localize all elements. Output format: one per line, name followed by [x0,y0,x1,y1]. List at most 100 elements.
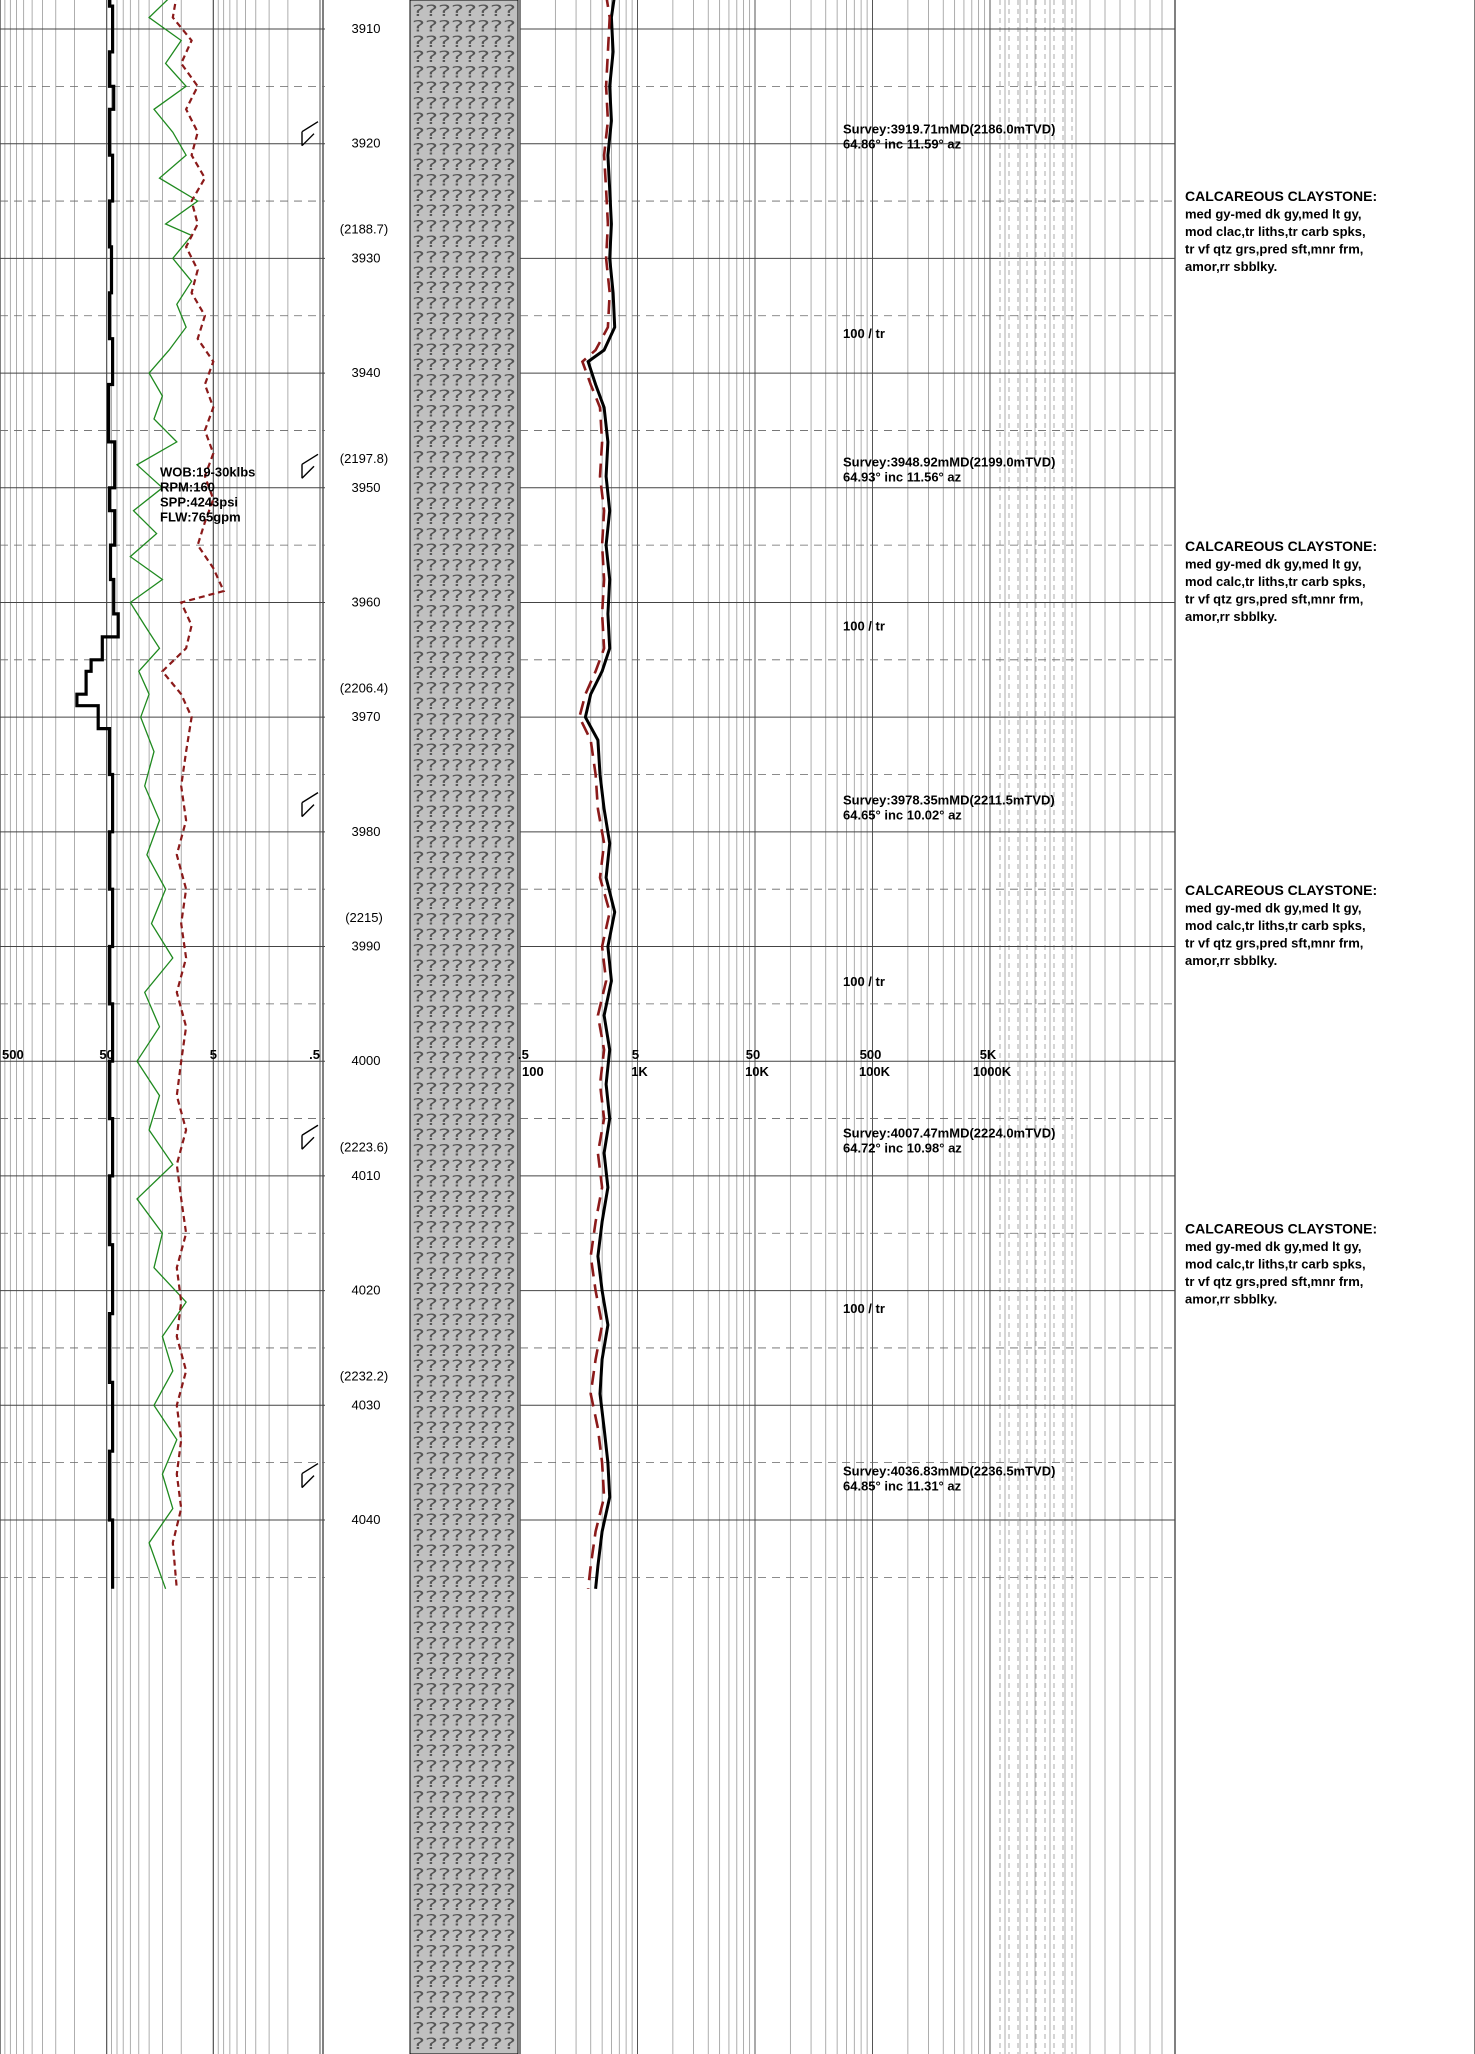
survey-marker-icon [301,121,319,147]
lithology-symbol: ???????? [412,1772,516,1791]
lithology-symbol: ???????? [412,1356,516,1375]
survey-label: Survey:4036.83mMD(2236.5mTVD) [843,1464,1055,1479]
description-line: tr vf qtz grs,pred sft,mnr frm, [1185,1274,1363,1289]
lithology-symbol: ???????? [412,663,516,682]
lithology-symbol: ???????? [412,1202,516,1221]
lithology-symbol: ???????? [412,1002,516,1021]
gas-curve-green [129,0,199,1590]
lithology-symbol: ???????? [412,894,516,913]
rop-curve [75,0,120,1589]
lithology-symbol: ???????? [412,1541,516,1560]
depth-label: 3920 [352,136,381,151]
lithology-symbol: ???????? [412,1633,516,1652]
description-line: tr vf qtz grs,pred sft,mnr frm, [1185,936,1363,951]
description-line: med gy-med dk gy,med lt gy, [1185,207,1362,222]
description-title: CALCAREOUS CLAYSTONE: [1185,538,1377,554]
lithology-symbol: ???????? [412,340,516,359]
scale-label-right-top: 50 [746,1047,760,1062]
survey-label: Survey:3978.35mMD(2211.5mTVD) [843,793,1055,808]
lithology-symbol: ???????? [412,232,516,251]
drilling-param: RPM:160 [160,479,215,494]
scale-label-right-top: 500 [860,1047,882,1062]
lithology-symbol: ???????? [412,1680,516,1699]
lithology-symbol: ???????? [412,1372,516,1391]
lithology-symbol: ???????? [412,1218,516,1237]
tvd-label: (2197.8) [340,451,388,466]
lithology-symbol: ???????? [412,324,516,343]
depth-label: 4030 [352,1397,381,1412]
description-line: amor,rr sbblky. [1185,1291,1277,1306]
gas-label: 100 / tr [843,618,885,633]
tvd-label: (2232.2) [340,1369,388,1384]
lithology-symbol: ???????? [412,263,516,282]
scale-label-right-bottom: 100K [859,1064,891,1079]
lithology-symbol: ???????? [412,294,516,313]
depth-label: 4020 [352,1283,381,1298]
lithology-symbol: ???????? [412,1526,516,1545]
lithology-symbol: ???????? [412,1941,516,1960]
depth-label: 3950 [352,480,381,495]
lithology-symbol: ???????? [412,956,516,975]
lithology-symbol: ???????? [412,1957,516,1976]
lithology-symbol: ???????? [412,1495,516,1514]
lithology-symbol: ???????? [412,1,516,20]
lithology-symbol: ???????? [412,1603,516,1622]
depth-label: 3990 [352,939,381,954]
lithology-symbol: ???????? [412,1649,516,1668]
description-line: tr vf qtz grs,pred sft,mnr frm, [1185,591,1363,606]
survey-marker-icon [301,453,319,479]
survey-label: Survey:3948.92mMD(2199.0mTVD) [843,454,1055,469]
lithology-symbol: ???????? [412,463,516,482]
curves-layer [75,0,617,1590]
survey-label: Survey:3919.71mMD(2186.0mTVD) [843,122,1055,137]
lithology-symbol: ???????? [412,1233,516,1252]
lithology-symbol: ???????? [412,355,516,374]
lithology-symbol: ???????? [412,401,516,420]
lithology-symbol: ???????? [412,1864,516,1883]
depth-label: 3980 [352,824,381,839]
lithology-symbol: ???????? [412,140,516,159]
lithology-symbol: ???????? [412,1988,516,2007]
lithology-symbol: ???????? [412,987,516,1006]
lithology-symbol: ???????? [412,201,516,220]
lithology-symbol: ???????? [412,555,516,574]
lithology-symbol: ???????? [412,1449,516,1468]
lithology-symbol: ???????? [412,1726,516,1745]
description-title: CALCAREOUS CLAYSTONE: [1185,1220,1377,1236]
lithology-symbol: ???????? [412,786,516,805]
lithology-symbol: ???????? [412,632,516,651]
lithology-symbol: ???????? [412,1895,516,1914]
lithology-symbol: ???????? [412,186,516,205]
lithology-symbol: ???????? [412,1880,516,1899]
lithology-symbol: ???????? [412,925,516,944]
lithology-symbol: ???????? [412,1433,516,1452]
survey-detail: 64.65° inc 10.02° az [843,808,962,823]
description-title: CALCAREOUS CLAYSTONE: [1185,882,1377,898]
tvd-label: (2215) [345,910,383,925]
resistivity-curve [583,0,617,1589]
lithology-symbol: ???????? [412,740,516,759]
drilling-param: WOB:19-30klbs [160,464,255,479]
survey-detail: 64.93° inc 11.56° az [843,469,962,484]
depth-label: 3940 [352,365,381,380]
lithology-symbol: ???????? [412,2034,516,2053]
lithology-symbol: ???????? [412,1710,516,1729]
lithology-symbol: ???????? [412,910,516,929]
resistivity-curve-dashed [578,0,612,1589]
lithology-symbol: ???????? [412,648,516,667]
lithology-symbol: ???????? [412,278,516,297]
lithology-symbol: ???????? [412,879,516,898]
lithology-symbol: ???????? [412,571,516,590]
lithology-symbol: ???????? [412,2018,516,2037]
lithology-symbol: ???????? [412,1156,516,1175]
lithology-symbol: ???????? [412,525,516,544]
lithology-symbol: ???????? [412,1295,516,1314]
lithology-symbol: ???????? [412,63,516,82]
lithology-symbol: ???????? [412,1926,516,1945]
description-line: mod calc,tr liths,tr carb spks, [1185,574,1366,589]
description-line: tr vf qtz grs,pred sft,mnr frm, [1185,242,1363,257]
lithology-fill [409,0,519,2054]
lithology-symbol: ???????? [412,417,516,436]
lithology-symbol: ???????? [412,971,516,990]
lithology-symbol: ???????? [412,155,516,174]
